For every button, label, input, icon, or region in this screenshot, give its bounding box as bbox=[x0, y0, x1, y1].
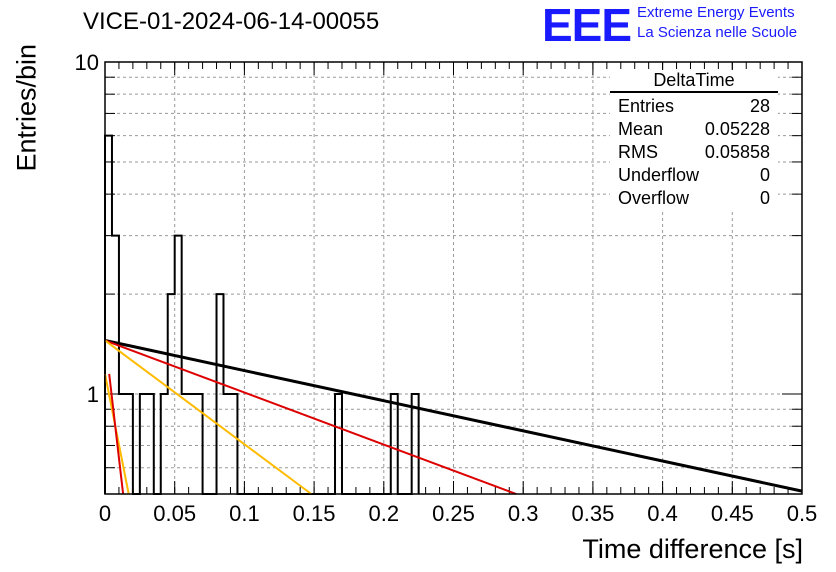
x-tick-label: 0.3 bbox=[508, 501, 539, 526]
histogram-bin bbox=[412, 394, 419, 494]
x-tick-label: 0.15 bbox=[293, 501, 336, 526]
histogram-bin bbox=[217, 294, 224, 494]
eee-logo: EEE bbox=[542, 0, 632, 51]
histogram-bin bbox=[168, 294, 175, 494]
x-tick-label: 0.1 bbox=[229, 501, 260, 526]
histogram-bin bbox=[175, 236, 182, 494]
histogram-bin bbox=[196, 394, 203, 494]
histogram-bin bbox=[230, 394, 237, 494]
histogram-bin bbox=[335, 394, 342, 494]
histogram-bin bbox=[119, 394, 126, 494]
x-tick-label: 0.35 bbox=[571, 501, 614, 526]
stats-row-overflow: Overflow 0 bbox=[610, 187, 778, 210]
fit-lines bbox=[104, 338, 803, 495]
stats-row-rms: RMS 0.05858 bbox=[610, 141, 778, 164]
stats-title: DeltaTime bbox=[610, 70, 778, 93]
stats-row-entries: Entries 28 bbox=[610, 95, 778, 118]
x-tick-label: 0.45 bbox=[711, 501, 754, 526]
fit-line bbox=[108, 373, 125, 495]
stats-value: 0 bbox=[759, 165, 770, 185]
fit-line bbox=[104, 339, 517, 495]
plot-frame bbox=[104, 61, 803, 495]
y-tick-labels: 1 10 bbox=[75, 50, 99, 407]
x-tick-label: 0.5 bbox=[787, 501, 818, 526]
x-axis-label: Time difference [s] bbox=[582, 534, 803, 564]
histogram-bin bbox=[140, 394, 147, 494]
stats-box: DeltaTime Entries 28 Mean 0.05228 RMS 0.… bbox=[610, 70, 778, 210]
x-tick-label: 0.05 bbox=[153, 501, 196, 526]
x-tick-label: 0.2 bbox=[369, 501, 400, 526]
histogram-bin bbox=[223, 394, 230, 494]
fit-line bbox=[104, 338, 803, 493]
histogram-bin bbox=[126, 394, 133, 494]
logo-subtitle-2: La Scienza nelle Scuole bbox=[637, 24, 798, 41]
stats-label: Entries bbox=[618, 96, 675, 116]
x-tick-label: 0.4 bbox=[647, 501, 678, 526]
y-axis-label: Entries/bin bbox=[11, 43, 42, 172]
y-tick-label: 10 bbox=[75, 50, 99, 75]
stats-value: 0 bbox=[759, 188, 770, 208]
histogram-bin bbox=[105, 136, 112, 494]
stats-value: 28 bbox=[749, 96, 770, 116]
histogram-bin bbox=[112, 236, 119, 494]
stats-label: Underflow bbox=[618, 165, 700, 185]
stats-value: 0.05858 bbox=[704, 142, 770, 162]
histogram-bin bbox=[147, 394, 154, 494]
histogram-bin bbox=[189, 394, 196, 494]
chart-title: VICE-01-2024-06-14-00055 bbox=[83, 8, 380, 35]
stats-row-underflow: Underflow 0 bbox=[610, 164, 778, 187]
stats-label: RMS bbox=[618, 142, 658, 162]
fit-line bbox=[104, 339, 312, 495]
x-tick-label: 0.25 bbox=[432, 501, 475, 526]
stats-label: Overflow bbox=[618, 188, 690, 208]
histogram-bin bbox=[182, 394, 189, 494]
histogram-bin bbox=[161, 394, 168, 494]
logo-subtitle-1: Extreme Energy Events bbox=[637, 4, 795, 21]
histogram-bin bbox=[391, 394, 398, 494]
x-tick-labels: 0 0.05 0.1 0.15 0.2 0.25 0.3 0.35 0.4 0.45 0.5 bbox=[99, 501, 817, 526]
stats-label: Mean bbox=[618, 119, 664, 139]
stats-row-mean: Mean 0.05228 bbox=[610, 118, 778, 141]
x-tick-label: 0 bbox=[99, 501, 111, 526]
stats-value: 0.05228 bbox=[704, 119, 770, 139]
y-tick-label: 1 bbox=[87, 382, 99, 407]
